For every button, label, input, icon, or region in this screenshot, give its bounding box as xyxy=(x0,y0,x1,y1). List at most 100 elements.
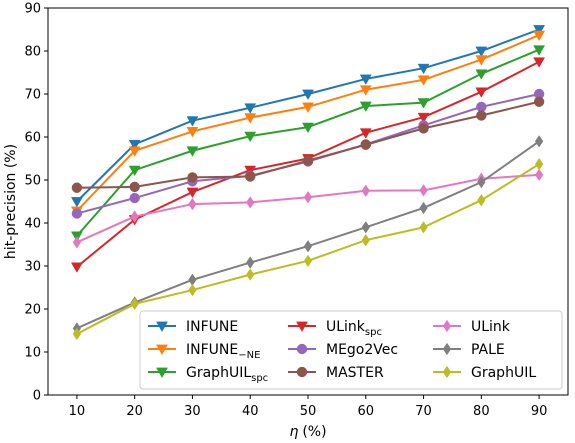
x-tick-label: 30 xyxy=(184,404,201,419)
data-point xyxy=(70,197,83,208)
data-point xyxy=(534,135,544,148)
data-point xyxy=(419,184,428,197)
legend-marker xyxy=(156,367,168,379)
y-tick-label: 90 xyxy=(24,2,41,17)
legend-item: MASTER xyxy=(288,365,384,381)
x-tick-label: 20 xyxy=(126,404,143,419)
data-point xyxy=(361,233,370,247)
data-point xyxy=(419,221,428,234)
data-point xyxy=(188,283,197,297)
data-point xyxy=(302,102,314,113)
data-point xyxy=(475,55,488,66)
legend-item: PALE xyxy=(433,342,505,358)
legend-item: ULinkspc xyxy=(288,319,382,338)
data-point xyxy=(128,165,141,177)
legend-label-subscript: spc xyxy=(251,373,268,384)
data-point xyxy=(477,175,486,189)
legend-label-subscript: −NE xyxy=(238,350,260,361)
y-tick-label: 80 xyxy=(24,45,41,60)
data-point xyxy=(303,254,313,268)
data-point xyxy=(186,127,199,138)
data-point xyxy=(128,146,141,157)
legend-item: GraphUILspc xyxy=(148,365,268,384)
x-tick-label: 90 xyxy=(531,404,548,419)
data-point xyxy=(130,210,139,223)
data-point xyxy=(246,196,255,209)
data-point xyxy=(360,139,371,150)
legend-marker xyxy=(156,344,168,356)
x-axis-label: η (%) xyxy=(289,424,326,440)
data-point xyxy=(476,110,487,121)
data-point xyxy=(303,239,313,253)
data-point xyxy=(534,168,544,182)
legend-label-base: MASTER xyxy=(326,365,384,381)
data-point xyxy=(359,74,372,85)
legend-item: INFUNE xyxy=(148,319,238,335)
y-tick-label: 60 xyxy=(24,131,41,146)
legend-marker xyxy=(296,366,308,378)
data-point xyxy=(128,139,141,151)
data-point xyxy=(72,327,82,341)
legend-label-base: PALE xyxy=(471,342,505,358)
data-point xyxy=(244,131,257,143)
data-point xyxy=(359,128,372,139)
x-tick-label: 60 xyxy=(358,404,375,419)
data-point xyxy=(71,182,83,193)
data-point xyxy=(72,236,82,249)
legend-label: INFUNE xyxy=(186,319,238,335)
data-point xyxy=(361,221,370,234)
data-point xyxy=(417,112,430,124)
data-point xyxy=(302,89,314,101)
legend-marker xyxy=(442,319,452,333)
legend-label-base: MEgo2Vec xyxy=(326,342,398,358)
data-point xyxy=(417,63,430,75)
y-tick-label: 10 xyxy=(24,346,41,361)
legend: INFUNEINFUNE−NEGraphUILspcULinkspcMEgo2V… xyxy=(139,310,563,390)
data-point xyxy=(186,187,199,199)
legend-label-base: ULink xyxy=(326,319,366,335)
legend-marker xyxy=(156,321,168,333)
data-point xyxy=(302,155,314,166)
data-point xyxy=(533,96,545,107)
data-point xyxy=(302,122,314,134)
y-tick-label: 30 xyxy=(24,260,41,275)
data-point xyxy=(246,256,255,269)
data-point xyxy=(186,116,199,127)
legend-label: PALE xyxy=(471,342,505,358)
axes-layer: 10 20 30 40 50 60 70 80 90 0 10 20 30 40 50 60 70 80 90 xyxy=(24,2,569,419)
series-graphuil xyxy=(72,157,544,341)
data-point xyxy=(418,123,429,134)
legend-item: MEgo2Vec xyxy=(288,342,398,358)
data-point xyxy=(130,297,139,311)
data-point xyxy=(71,208,83,219)
data-point xyxy=(244,103,257,114)
legend-label: ULinkspc xyxy=(326,319,382,338)
legend-item: GraphUIL xyxy=(433,365,536,381)
data-point xyxy=(303,190,313,204)
data-point xyxy=(186,146,199,157)
legend-item: ULink xyxy=(433,319,511,335)
legend-label: GraphUILspc xyxy=(186,365,268,384)
y-tick-label: 0 xyxy=(33,389,41,404)
legend-label: MASTER xyxy=(326,365,384,381)
data-point xyxy=(359,101,372,113)
x-axis-symbol: η xyxy=(289,424,298,440)
data-point xyxy=(533,45,546,56)
data-point xyxy=(475,87,488,98)
legend-label-base: GraphUIL xyxy=(186,365,251,381)
data-point xyxy=(417,98,430,109)
x-axis-unit: (%) xyxy=(302,424,326,440)
legend-label-base: INFUNE xyxy=(186,319,238,335)
x-tick-label: 10 xyxy=(69,404,86,419)
data-point xyxy=(188,197,197,211)
series-master xyxy=(71,96,545,193)
x-tick-label: 80 xyxy=(473,404,490,419)
legend-label: GraphUIL xyxy=(471,365,536,381)
data-point xyxy=(361,184,370,197)
x-tick-label: 70 xyxy=(415,404,432,419)
data-point xyxy=(359,85,372,96)
data-point xyxy=(70,262,83,273)
x-tick-label: 50 xyxy=(300,404,317,419)
data-point xyxy=(533,25,546,36)
data-point xyxy=(129,181,140,193)
